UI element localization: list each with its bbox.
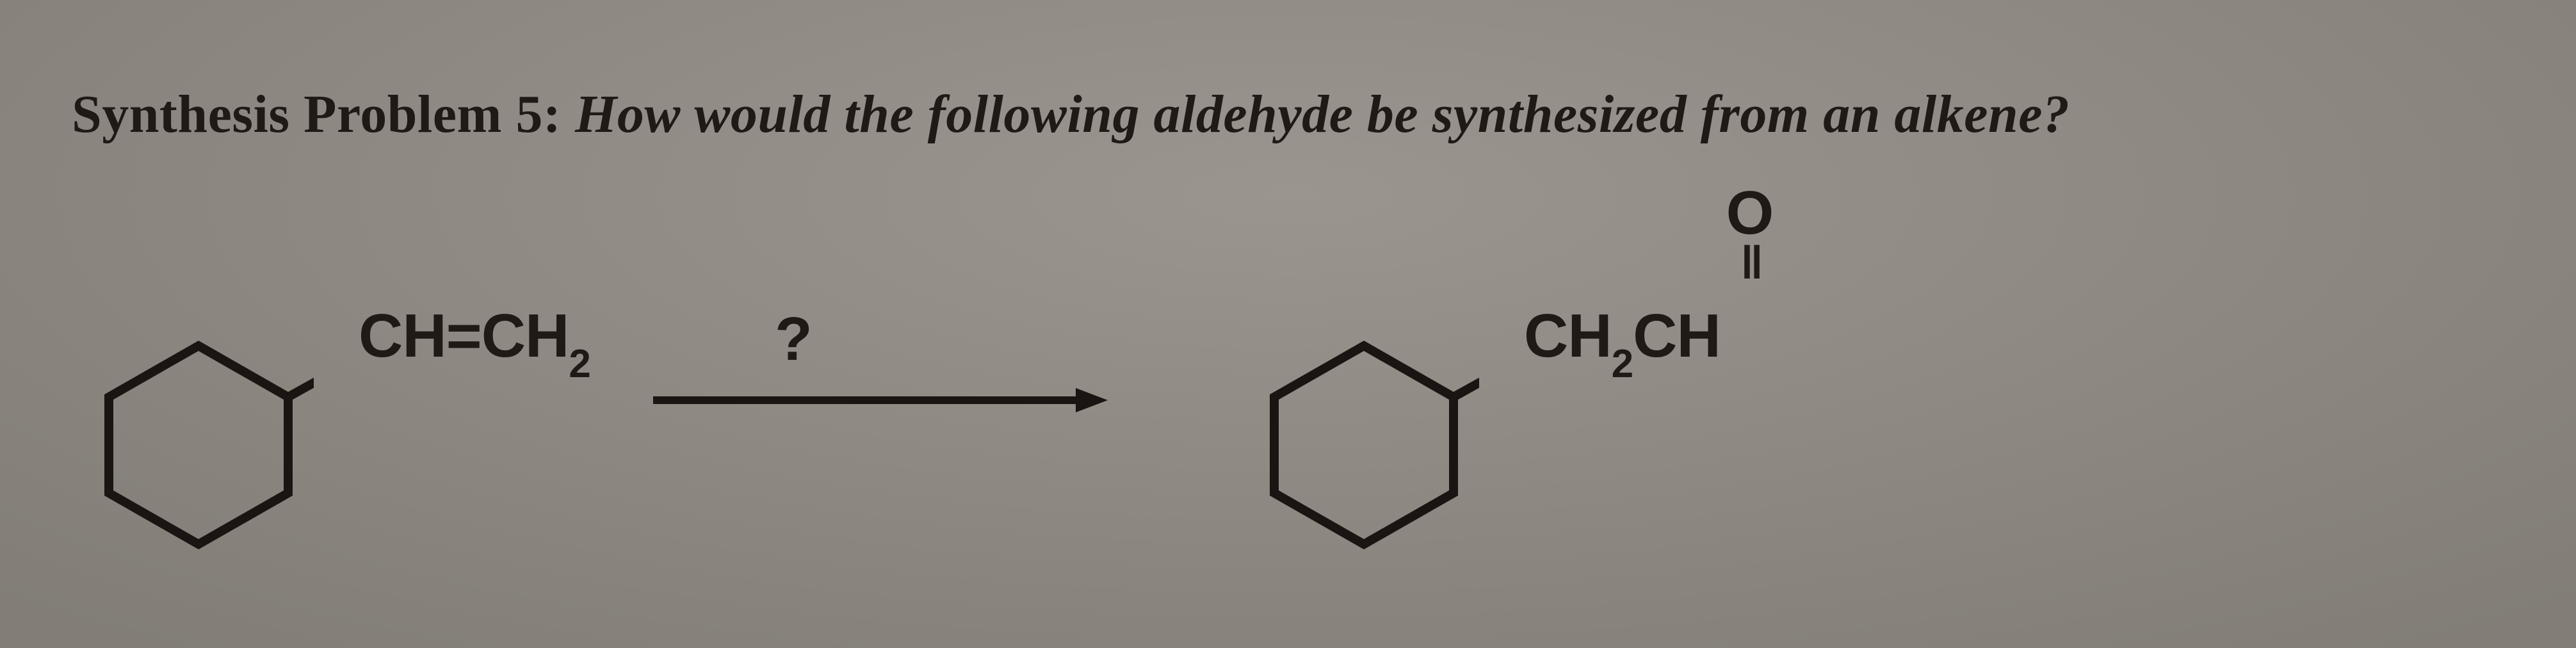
title-question: How would the following aldehyde be synt… (575, 85, 2070, 144)
product-substituent-label: CH2CH (1524, 301, 1721, 379)
problem-title: Synthesis Problem 5: How would the follo… (72, 83, 2070, 145)
carbonyl-group: O ǁ (1715, 182, 1785, 286)
reactant-ring-icon (83, 327, 314, 557)
double-bond-icon: ǁ (1715, 240, 1785, 286)
arrow-condition-label: ? (775, 304, 813, 375)
oxygen-label: O (1715, 182, 1785, 244)
product-ring-icon (1249, 327, 1479, 557)
reaction-arrow-icon (653, 378, 1114, 423)
title-prefix: Synthesis Problem 5: (72, 85, 575, 144)
reaction-scheme: CH=CH2 ? CH2CH O ǁ (83, 205, 2132, 538)
reactant-substituent-label: CH=CH2 (359, 301, 590, 379)
page: Synthesis Problem 5: How would the follo… (0, 0, 2576, 648)
